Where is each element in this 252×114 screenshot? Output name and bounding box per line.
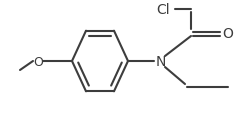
Text: O: O — [223, 27, 233, 41]
Text: Cl: Cl — [156, 3, 170, 17]
Text: O: O — [33, 55, 43, 68]
Text: N: N — [156, 54, 166, 68]
